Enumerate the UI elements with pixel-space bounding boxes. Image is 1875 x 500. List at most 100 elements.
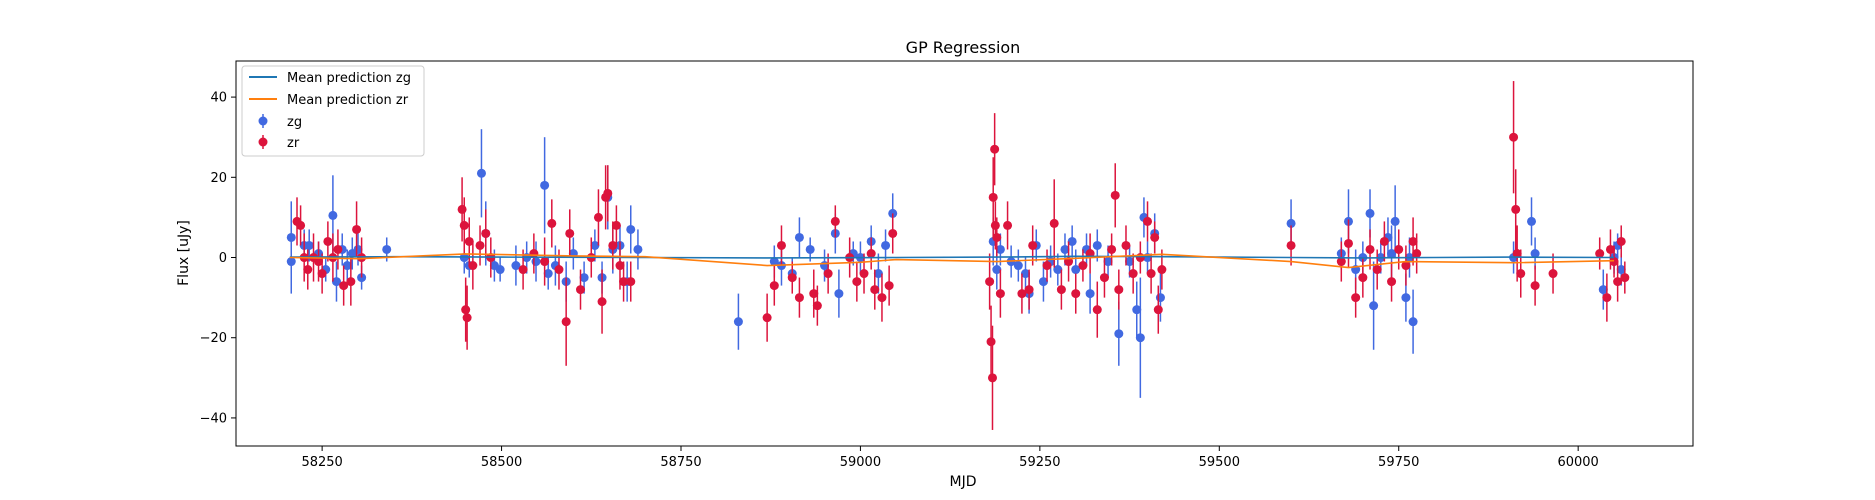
zr-point	[593, 212, 603, 222]
zg-point	[1390, 216, 1400, 226]
zr-point	[1146, 269, 1156, 279]
zr-point	[576, 285, 586, 295]
y-axis-label: Flux [uJy]	[176, 220, 192, 286]
zg-point	[805, 244, 815, 254]
zr-point	[1602, 293, 1612, 303]
zg-point	[992, 265, 1002, 275]
zr-point	[296, 220, 306, 230]
zr-point	[884, 281, 894, 291]
zg-point	[1053, 265, 1063, 275]
zr-point	[1286, 240, 1296, 250]
zr-point	[1511, 204, 1521, 214]
zr-point	[1509, 132, 1519, 142]
zr-point	[762, 313, 772, 323]
zr-point	[859, 269, 869, 279]
legend-label-zg: zg	[287, 115, 302, 130]
zr-point	[1516, 269, 1526, 279]
legend: Mean prediction zg Mean prediction zr zg…	[241, 65, 425, 157]
zg-point	[1067, 236, 1077, 246]
zr-point	[888, 228, 898, 238]
zr-point	[794, 293, 804, 303]
zg-point	[1103, 257, 1113, 267]
zr-point	[1351, 293, 1361, 303]
zg-point	[1598, 285, 1608, 295]
zr-point	[1616, 236, 1626, 246]
zr-point	[1412, 249, 1422, 258]
zr-point	[988, 192, 998, 202]
y-tick-label: −40	[200, 411, 227, 426]
zr-point	[317, 269, 327, 279]
zg-point	[476, 168, 486, 178]
zr-point	[1609, 257, 1619, 267]
zg-point	[543, 269, 553, 279]
zr-point	[597, 297, 607, 307]
zr-point	[985, 277, 995, 287]
zr-point	[547, 218, 557, 228]
x-tick-label: 59000	[840, 455, 881, 470]
zr-point	[1605, 244, 1615, 254]
zr-point	[769, 281, 779, 291]
zr-point	[518, 265, 528, 275]
zg-point	[328, 210, 338, 220]
series-zg	[286, 129, 1626, 398]
x-tick-label: 60000	[1557, 455, 1598, 470]
x-axis: 58250 58500 58750 59000 59250 59500 59750 60000	[301, 446, 1599, 470]
zg-point	[1132, 305, 1142, 315]
zr-point	[1049, 218, 1059, 228]
zg-point	[1155, 293, 1165, 303]
zr-point	[1024, 285, 1034, 295]
zr-point	[1092, 305, 1102, 315]
x-tick-label: 58500	[481, 455, 522, 470]
zr-point	[1365, 244, 1375, 254]
zg-point	[511, 261, 521, 271]
zg-point	[342, 261, 352, 271]
zr-point	[776, 240, 786, 250]
legend-marker-zr	[258, 137, 268, 147]
x-axis-label: MJD	[950, 474, 977, 490]
zr-point	[352, 224, 362, 234]
legend-label-zr: zr	[287, 136, 300, 151]
zg-point	[1013, 261, 1023, 271]
zg-point	[353, 244, 363, 254]
zr-point	[1042, 261, 1052, 271]
zr-point	[1372, 265, 1382, 275]
zg-point	[1616, 265, 1626, 275]
zg-point	[304, 240, 314, 250]
zr-point	[1620, 273, 1630, 283]
zg-point	[590, 240, 600, 250]
zg-point	[331, 277, 341, 287]
zr-point	[1387, 277, 1397, 287]
zr-point	[1153, 305, 1163, 315]
zg-point	[1135, 333, 1145, 343]
zr-point	[1028, 240, 1038, 250]
zr-point	[603, 188, 613, 198]
zg-point	[633, 244, 643, 254]
zr-point	[1336, 257, 1346, 267]
zg-point	[834, 289, 844, 299]
zr-point	[1150, 232, 1160, 242]
zg-point	[1125, 257, 1135, 267]
zr-point	[877, 293, 887, 303]
zr-point	[1107, 244, 1117, 254]
zr-point	[339, 281, 349, 291]
zr-point	[823, 269, 833, 279]
zg-point	[1286, 218, 1296, 228]
zg-point	[1114, 329, 1124, 339]
zg-point	[286, 257, 296, 267]
zr-point	[787, 273, 797, 283]
zg-point	[540, 180, 550, 190]
zr-point	[611, 220, 621, 230]
mean-prediction-line-zr	[289, 253, 1615, 269]
y-tick-label: 20	[210, 171, 227, 186]
zr-point	[1003, 220, 1013, 230]
zg-point	[579, 273, 589, 283]
zr-point	[1530, 281, 1540, 291]
zr-point	[1595, 249, 1605, 258]
zg-point	[1530, 249, 1540, 258]
zg-point	[626, 224, 636, 234]
zg-point	[1369, 301, 1379, 311]
legend-label-zr-line: Mean prediction zr	[287, 93, 409, 108]
zr-point	[323, 236, 333, 246]
zr-point	[540, 257, 550, 267]
chart-title: GP Regression	[906, 38, 1021, 57]
